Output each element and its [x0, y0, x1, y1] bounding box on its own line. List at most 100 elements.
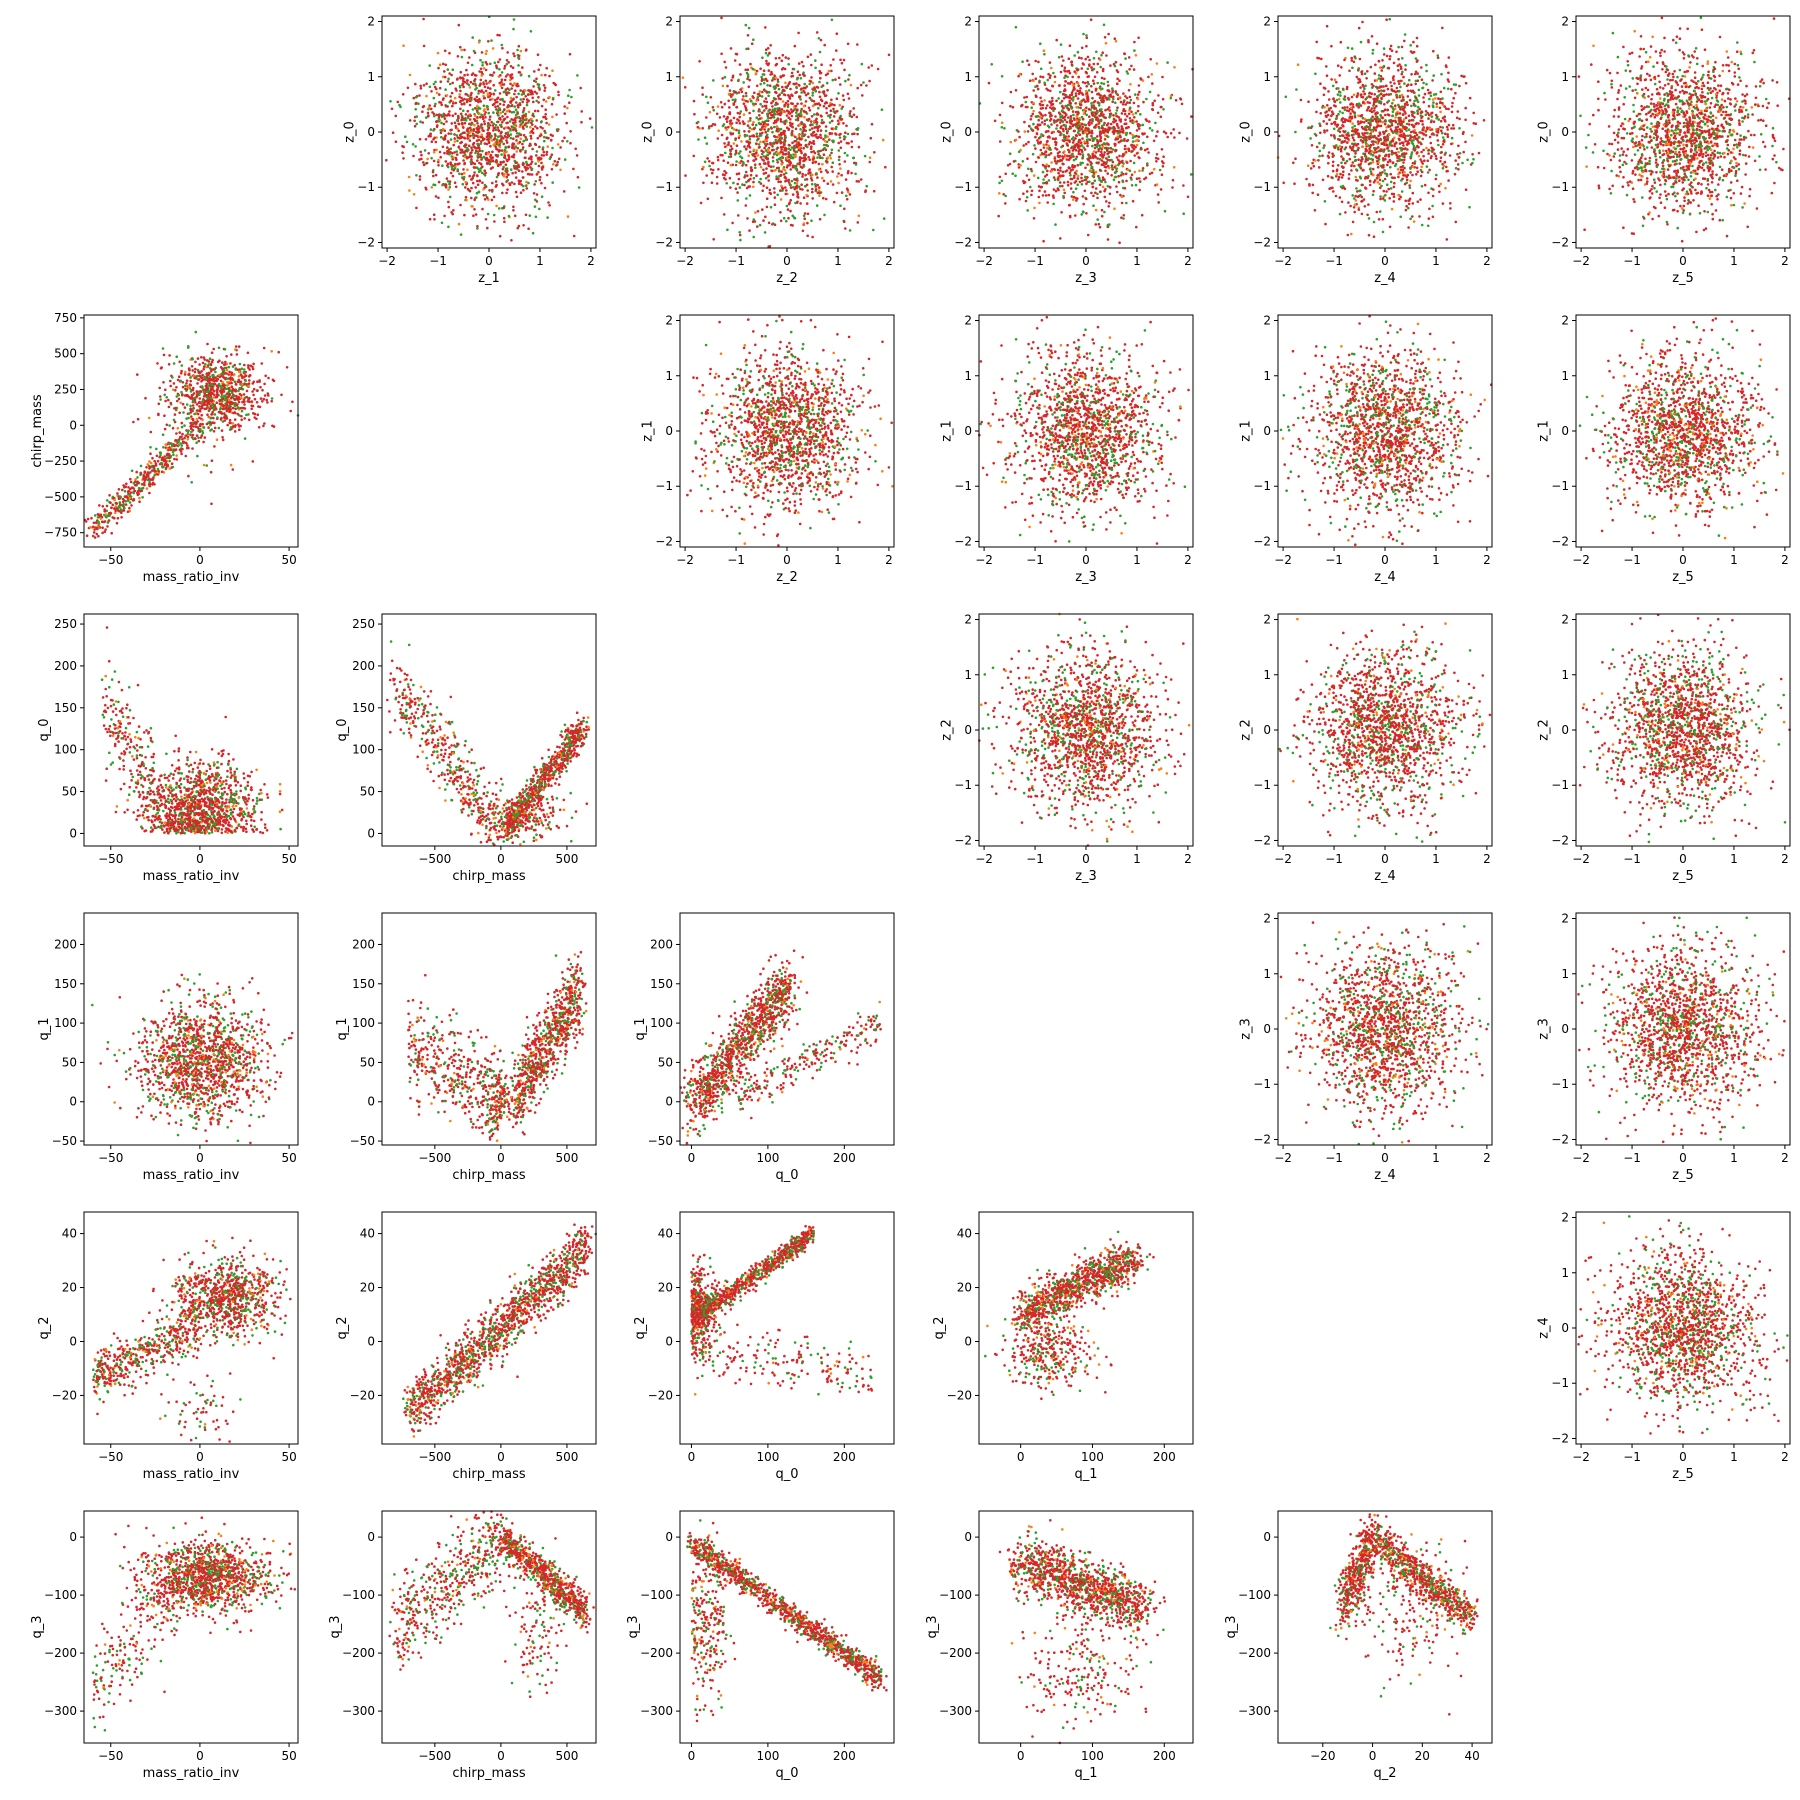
data-point — [537, 137, 540, 140]
data-point — [427, 112, 430, 115]
scatter-matrix-figure: −2 −1 0 1 2−2−1012z_1z_0−2 −1 0 1 2−2−1012z_2z_0… — [0, 0, 1800, 1800]
data-point — [513, 105, 516, 108]
data-point — [469, 131, 472, 134]
data-point — [501, 87, 504, 90]
data-point — [576, 74, 579, 77]
data-point — [440, 80, 443, 83]
data-point — [512, 52, 515, 55]
data-point — [499, 235, 502, 238]
data-point — [506, 110, 509, 113]
data-point — [591, 126, 594, 129]
data-point — [519, 180, 522, 183]
data-point — [501, 78, 504, 81]
data-point — [476, 147, 479, 150]
data-point — [482, 118, 485, 121]
data-point — [563, 190, 566, 193]
data-point — [526, 187, 529, 190]
data-point — [515, 96, 518, 99]
data-point — [456, 140, 459, 143]
data-point — [499, 92, 502, 95]
data-point — [422, 106, 425, 109]
data-point — [527, 182, 530, 185]
data-point — [569, 142, 572, 145]
data-point — [573, 235, 576, 238]
data-point — [490, 121, 493, 124]
data-point — [404, 135, 407, 138]
data-point — [502, 104, 505, 107]
data-point — [466, 98, 469, 101]
data-point — [557, 91, 560, 94]
data-point — [461, 103, 464, 106]
data-point — [500, 124, 503, 127]
data-point — [520, 98, 523, 101]
data-point — [532, 128, 535, 131]
data-point — [507, 174, 510, 177]
data-point — [494, 99, 497, 102]
data-point — [409, 74, 412, 77]
data-point — [445, 186, 448, 189]
data-point — [499, 74, 502, 77]
data-point — [506, 188, 509, 191]
data-point — [535, 80, 538, 83]
data-point — [512, 206, 515, 209]
data-point — [522, 126, 525, 129]
data-point — [473, 50, 476, 53]
data-point — [462, 178, 465, 181]
data-point — [503, 67, 506, 70]
data-point — [445, 105, 448, 108]
data-point — [492, 111, 495, 114]
data-point — [589, 117, 592, 120]
data-point — [454, 97, 457, 100]
data-point — [535, 216, 538, 219]
data-point — [510, 137, 513, 140]
data-point — [514, 171, 517, 174]
data-point — [444, 134, 447, 137]
data-point — [462, 159, 465, 162]
data-point — [449, 95, 452, 98]
data-point — [481, 51, 484, 54]
data-point — [447, 132, 450, 135]
data-point — [440, 132, 443, 135]
data-point — [471, 130, 474, 133]
data-point — [467, 62, 470, 65]
data-point — [506, 116, 509, 119]
data-point — [463, 74, 466, 77]
data-point — [467, 134, 470, 137]
data-point — [511, 172, 514, 175]
data-point — [516, 132, 519, 135]
data-point — [521, 101, 524, 104]
data-point — [452, 102, 455, 105]
data-point — [458, 96, 461, 99]
data-point — [500, 153, 503, 156]
data-point — [478, 170, 481, 173]
data-point — [440, 136, 443, 139]
data-point — [451, 122, 454, 125]
data-point — [520, 134, 523, 137]
data-point — [513, 143, 516, 146]
data-point — [486, 143, 489, 146]
data-point — [495, 160, 498, 163]
data-point — [572, 168, 575, 171]
data-point — [532, 101, 535, 104]
data-point — [470, 99, 473, 102]
data-point — [577, 176, 580, 179]
data-point — [423, 84, 426, 87]
data-point — [472, 108, 475, 111]
data-point — [522, 176, 525, 179]
data-point — [470, 146, 473, 149]
data-point — [505, 139, 508, 142]
data-point — [492, 129, 495, 132]
data-point — [511, 84, 514, 87]
data-point — [418, 94, 421, 97]
data-point — [459, 101, 462, 104]
data-point — [520, 74, 523, 77]
data-point — [537, 53, 540, 56]
data-point — [423, 164, 426, 167]
data-point — [480, 123, 483, 126]
data-point — [480, 114, 483, 117]
data-point — [496, 34, 499, 37]
data-point — [519, 125, 522, 128]
data-point — [545, 67, 548, 70]
data-point — [406, 141, 409, 144]
data-point — [462, 126, 465, 129]
